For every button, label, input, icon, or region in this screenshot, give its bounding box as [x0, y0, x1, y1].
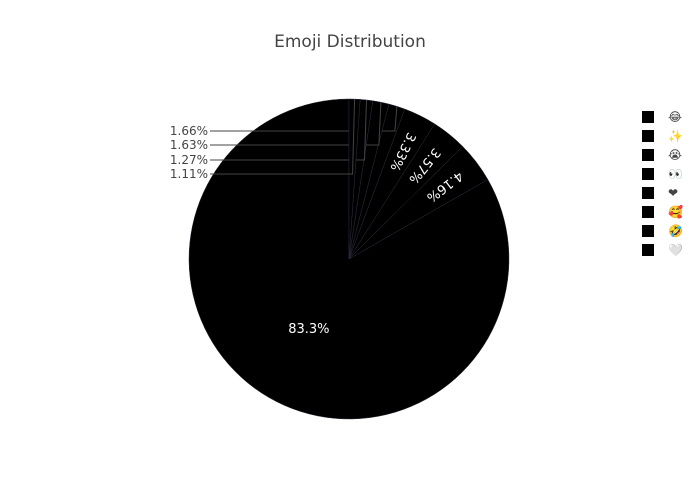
legend-label: 👀 [668, 166, 683, 181]
slice-label: 1.66% [170, 124, 208, 138]
legend-swatch [642, 148, 654, 161]
pie-slice [348, 98, 361, 260]
legend-label: 🤍 [668, 242, 683, 257]
legend-swatch [642, 167, 654, 180]
legend-item[interactable]: 🥰 [642, 202, 683, 221]
label-leader-line [210, 102, 382, 146]
legend-label: 😭 [668, 147, 683, 162]
legend-item[interactable]: ✨ [642, 126, 683, 145]
legend-label: 🤣 [668, 223, 683, 238]
legend-item[interactable]: 😭 [642, 145, 683, 164]
slice-label: 1.63% [170, 138, 208, 152]
legend: 😂 ✨ 😭 👀 ❤ 🥰 🤣 🤍 [642, 107, 683, 259]
label-leader-line [210, 99, 356, 175]
legend-item[interactable]: 🤍 [642, 240, 683, 259]
legend-item[interactable]: ❤ [642, 183, 683, 202]
label-leader-line [210, 106, 398, 132]
legend-label: ❤ [668, 185, 679, 200]
legend-swatch [642, 224, 654, 237]
legend-item[interactable]: 👀 [642, 164, 683, 183]
label-leader-line [210, 99, 368, 161]
legend-swatch [642, 205, 654, 218]
slice-label: 1.11% [170, 167, 208, 181]
legend-swatch [642, 243, 654, 256]
legend-item[interactable]: 🤣 [642, 221, 683, 240]
slice-label: 1.27% [170, 153, 208, 167]
legend-item[interactable]: 😂 [642, 107, 683, 126]
legend-swatch [642, 186, 654, 199]
legend-label: ✨ [668, 128, 683, 143]
slice-label: 83.3% [288, 322, 329, 337]
chart-title: Emoji Distribution [274, 32, 426, 52]
legend-swatch [642, 129, 654, 142]
legend-label: 😂 [668, 109, 683, 124]
legend-label: 🥰 [668, 204, 683, 219]
legend-swatch [642, 110, 654, 123]
